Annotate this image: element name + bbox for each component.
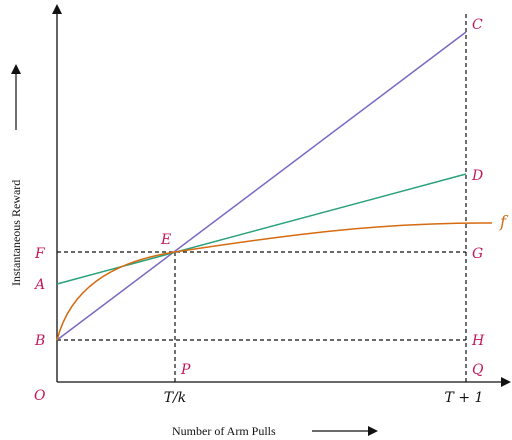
label-e: E bbox=[160, 232, 171, 248]
label-q: Q bbox=[472, 362, 484, 378]
x-axis-title: Number of Arm Pulls bbox=[172, 424, 276, 438]
label-b: B bbox=[34, 333, 45, 349]
label-o: O bbox=[34, 388, 46, 404]
tick-t-over-k: T/k bbox=[164, 390, 187, 406]
label-h: H bbox=[471, 333, 485, 349]
line-bc bbox=[56, 31, 467, 341]
label-c: C bbox=[472, 17, 483, 33]
y-axis-title: Instantaneous Reward bbox=[9, 180, 23, 286]
label-f: F bbox=[34, 246, 46, 262]
label-d: D bbox=[471, 168, 483, 184]
curve-label-f: f bbox=[499, 212, 509, 231]
label-p: P bbox=[180, 362, 191, 378]
label-a: A bbox=[33, 277, 45, 293]
label-g: G bbox=[472, 246, 483, 262]
tick-t-plus-1: T + 1 bbox=[445, 390, 484, 406]
curve-f bbox=[56, 222, 493, 341]
